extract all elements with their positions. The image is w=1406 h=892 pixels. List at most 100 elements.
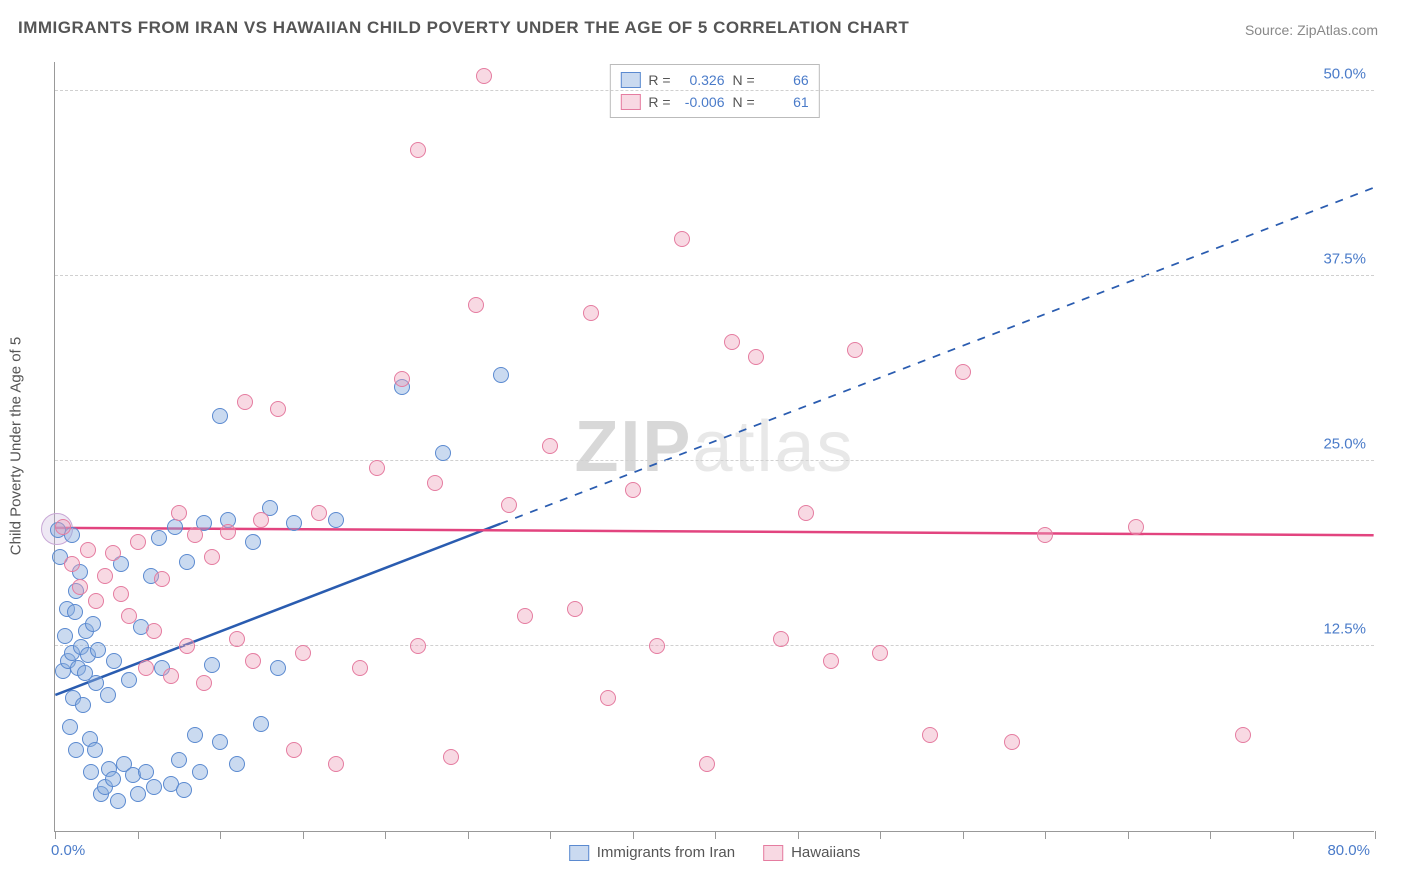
data-point — [1235, 727, 1251, 743]
x-origin-label: 0.0% — [51, 842, 85, 859]
data-point — [179, 638, 195, 654]
data-point — [204, 657, 220, 673]
data-point — [62, 719, 78, 735]
stats-row: R =0.326N =66 — [620, 69, 808, 91]
data-point — [410, 638, 426, 654]
legend-label: Hawaiians — [791, 844, 860, 861]
data-point — [328, 512, 344, 528]
data-point — [600, 690, 616, 706]
data-point — [245, 534, 261, 550]
grid-line — [55, 275, 1374, 276]
data-point — [83, 764, 99, 780]
legend-swatch — [569, 845, 589, 861]
data-point — [67, 604, 83, 620]
x-tick — [633, 831, 634, 839]
data-point — [105, 545, 121, 561]
y-tick-label: 25.0% — [1323, 435, 1366, 452]
data-point — [75, 697, 91, 713]
data-point — [328, 756, 344, 772]
data-point — [121, 672, 137, 688]
x-tick — [220, 831, 221, 839]
data-point — [476, 68, 492, 84]
data-point — [583, 305, 599, 321]
data-point — [151, 530, 167, 546]
n-label: N = — [733, 91, 755, 113]
data-point — [872, 645, 888, 661]
data-point — [138, 660, 154, 676]
data-point — [212, 408, 228, 424]
data-point — [163, 668, 179, 684]
y-tick-label: 12.5% — [1323, 620, 1366, 637]
stats-legend: R = 0.326 N = 66R =-0.006N =61 — [609, 64, 819, 118]
data-point — [311, 505, 327, 521]
data-point — [171, 752, 187, 768]
data-point — [121, 608, 137, 624]
data-point — [270, 660, 286, 676]
data-point — [270, 401, 286, 417]
data-point — [187, 727, 203, 743]
x-tick — [1128, 831, 1129, 839]
chart-title: IMMIGRANTS FROM IRAN VS HAWAIIAN CHILD P… — [18, 18, 909, 38]
y-axis-label: Child Poverty Under the Age of 5 — [8, 337, 25, 555]
grid-line — [55, 90, 1374, 91]
data-point — [110, 793, 126, 809]
x-tick — [880, 831, 881, 839]
x-tick — [468, 831, 469, 839]
data-point — [517, 608, 533, 624]
data-point — [922, 727, 938, 743]
data-point — [798, 505, 814, 521]
data-point — [1004, 734, 1020, 750]
data-point — [146, 779, 162, 795]
grid-line — [55, 460, 1374, 461]
x-tick — [1293, 831, 1294, 839]
data-point — [649, 638, 665, 654]
r-label: R = — [648, 69, 670, 91]
data-point — [192, 764, 208, 780]
data-point — [204, 549, 220, 565]
data-point — [113, 586, 129, 602]
x-tick — [1210, 831, 1211, 839]
trend-lines — [55, 62, 1374, 831]
x-tick — [1375, 831, 1376, 839]
data-point — [435, 445, 451, 461]
data-point — [394, 371, 410, 387]
data-point — [138, 764, 154, 780]
x-tick — [963, 831, 964, 839]
n-value: 66 — [763, 69, 809, 91]
data-point — [146, 623, 162, 639]
data-point — [105, 771, 121, 787]
data-point — [80, 542, 96, 558]
data-point — [130, 534, 146, 550]
data-point — [410, 142, 426, 158]
data-point — [100, 687, 116, 703]
data-point — [237, 394, 253, 410]
data-point — [245, 653, 261, 669]
scatter-chart: ZIPatlas R =0.326N =66R =-0.006N =61 Imm… — [54, 62, 1374, 832]
data-point — [352, 660, 368, 676]
data-point — [171, 505, 187, 521]
data-point — [85, 616, 101, 632]
data-point — [167, 519, 183, 535]
x-tick — [715, 831, 716, 839]
data-point — [154, 571, 170, 587]
data-point — [286, 515, 302, 531]
data-point — [773, 631, 789, 647]
data-point — [823, 653, 839, 669]
data-point — [97, 568, 113, 584]
data-point — [176, 782, 192, 798]
legend-swatch — [620, 94, 640, 110]
data-point — [724, 334, 740, 350]
data-point — [1128, 519, 1144, 535]
legend-item: Immigrants from Iran — [569, 844, 735, 861]
legend-swatch — [763, 845, 783, 861]
data-point — [55, 519, 71, 535]
data-point — [72, 579, 88, 595]
x-max-label: 80.0% — [1327, 842, 1370, 859]
data-point — [106, 653, 122, 669]
x-tick — [550, 831, 551, 839]
stats-row: R =-0.006N =61 — [620, 91, 808, 113]
data-point — [253, 512, 269, 528]
r-value: 0.326 — [679, 69, 725, 91]
data-point — [674, 231, 690, 247]
y-tick-label: 50.0% — [1323, 65, 1366, 82]
